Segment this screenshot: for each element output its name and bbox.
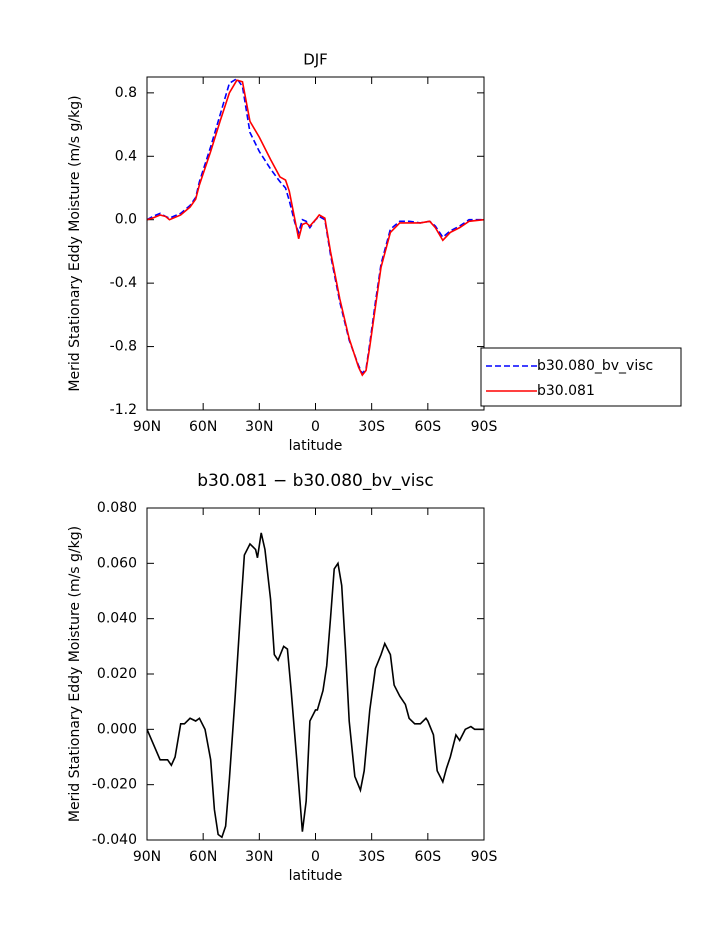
- x-tick-label: 30S: [358, 849, 385, 865]
- legend-box: [480, 347, 682, 407]
- x-axis-label: latitude: [289, 438, 343, 454]
- y-tick-label: 0.040: [97, 611, 137, 627]
- y-tick-label: 0.4: [115, 148, 137, 164]
- y-tick-label: -0.8: [110, 339, 137, 355]
- data-line: [146, 532, 484, 839]
- x-tick-label: 30N: [245, 849, 273, 865]
- y-tick-label: 0.8: [115, 85, 137, 101]
- x-axis-label: latitude: [289, 868, 343, 884]
- y-tick-label: 0.060: [97, 555, 137, 571]
- chart-title: DJF: [303, 51, 328, 69]
- x-tick-label: 60N: [189, 419, 217, 435]
- x-tick-label: 90S: [471, 419, 498, 435]
- y-tick-label: 0.0: [115, 212, 137, 228]
- x-tick-label: 0: [311, 419, 320, 435]
- legend-label: b30.080_bv_visc: [537, 358, 653, 374]
- x-tick-label: 90N: [133, 419, 161, 435]
- x-tick-label: 30N: [245, 419, 273, 435]
- data-line: [146, 79, 485, 377]
- y-tick-label: -0.4: [110, 275, 137, 291]
- x-tick-label: 90N: [133, 849, 161, 865]
- y-tick-label: -0.040: [92, 832, 137, 848]
- x-tick-label: 90S: [471, 849, 498, 865]
- x-tick-label: 0: [311, 849, 320, 865]
- x-tick-label: 60S: [414, 849, 441, 865]
- x-tick-label: 30S: [358, 419, 385, 435]
- y-tick-label: 0.000: [97, 721, 137, 737]
- legend-label: b30.081: [537, 383, 595, 399]
- y-tick-label: -0.020: [92, 777, 137, 793]
- y-axis-label: Merid Stationary Eddy Moisture (m/s g/kg…: [67, 95, 83, 391]
- x-tick-label: 60N: [189, 849, 217, 865]
- plot-frame: [146, 507, 485, 841]
- y-axis-label: Merid Stationary Eddy Moisture (m/s g/kg…: [67, 526, 83, 822]
- chart-title: b30.081 − b30.080_bv_visc: [197, 471, 433, 491]
- y-tick-label: 0.080: [97, 500, 137, 516]
- x-tick-label: 60S: [414, 419, 441, 435]
- y-tick-label: -1.2: [110, 402, 137, 418]
- y-tick-label: 0.020: [97, 666, 137, 682]
- plot-frame: [146, 76, 485, 411]
